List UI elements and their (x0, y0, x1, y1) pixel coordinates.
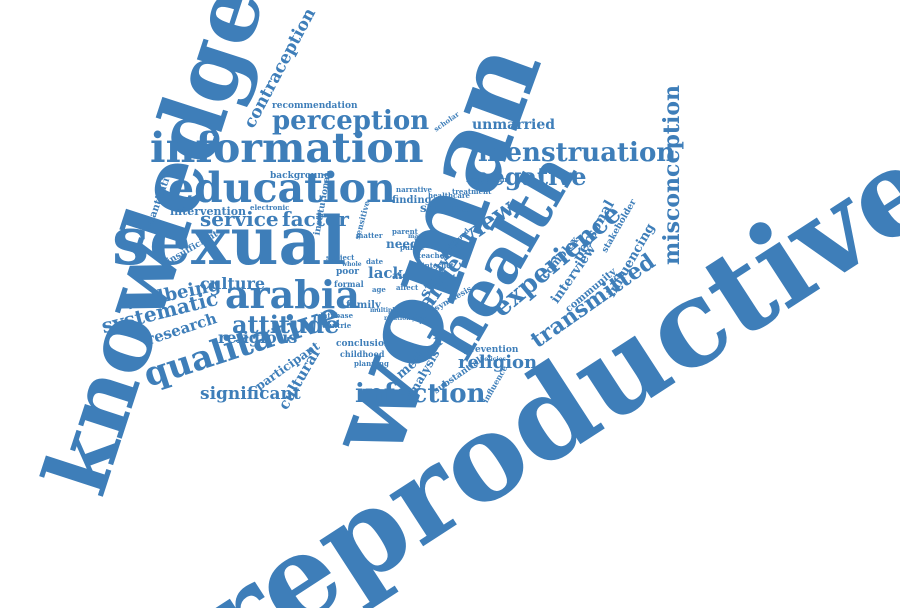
word-whole: whole (342, 261, 362, 268)
word-education: education (168, 164, 396, 212)
word-sexual: sexual (112, 202, 347, 280)
word-affect: affect (396, 283, 419, 292)
word-electronic: electronic (250, 203, 290, 212)
word-teacher: teacher (418, 251, 448, 260)
word-family: family (346, 300, 381, 311)
word-service: service (200, 207, 279, 231)
word-arabia: arabia (225, 272, 360, 317)
word-lack: lack (368, 264, 403, 282)
word-subject: subject (326, 253, 355, 262)
word-poor: poor (336, 267, 360, 277)
word-factor: factor (282, 207, 349, 231)
word-significant: significant (200, 384, 301, 404)
word-negative: negative (472, 162, 587, 191)
word-recommendation: recommendation (272, 101, 358, 111)
word-prevention: prevention (464, 345, 519, 355)
word-information: information (150, 124, 424, 172)
word-public: public (400, 243, 425, 252)
word-many: many (408, 233, 427, 240)
word-misconception: misconception (659, 84, 686, 266)
word-age: age (372, 285, 386, 294)
word-relation: relation (384, 315, 411, 322)
word-healthcare: healthcare (428, 191, 470, 200)
word-background: background (270, 171, 331, 181)
word-regulation: regulation (466, 175, 507, 184)
word-year: year (412, 315, 427, 322)
word-planning: planning (354, 359, 389, 368)
word-parent: parent (392, 227, 418, 236)
word-date: date (366, 257, 384, 266)
word-infection: infection (355, 379, 486, 409)
word-conclusion: conclusion (336, 339, 391, 349)
word-religious: religious (218, 328, 298, 347)
word-studies: studies (420, 201, 469, 215)
word-attitude: attitude (232, 310, 340, 339)
word-unmarried: unmarried (472, 117, 556, 133)
word-menstruation: menstruation (478, 138, 676, 168)
word-culture: culture (200, 274, 266, 293)
word-matter: matter (356, 231, 383, 240)
word-internet: internet (422, 261, 454, 270)
word-need: need (386, 237, 419, 251)
word-aid: aid (392, 271, 410, 282)
word-childhood: childhood (340, 349, 385, 359)
word-policies: policies (480, 356, 506, 363)
word-religion: religion (458, 352, 538, 373)
word-treatment: treatment (452, 187, 492, 196)
word-countrie: countrie (318, 321, 352, 330)
word-finding: finding (392, 195, 432, 206)
word-formal: formal (334, 279, 364, 289)
word-narrative: narrative (396, 185, 432, 194)
word-database: database (318, 311, 354, 320)
word-perception: perception (272, 106, 430, 136)
word-multiple: multiple (370, 307, 399, 314)
word-intervention: intervention (170, 205, 247, 218)
